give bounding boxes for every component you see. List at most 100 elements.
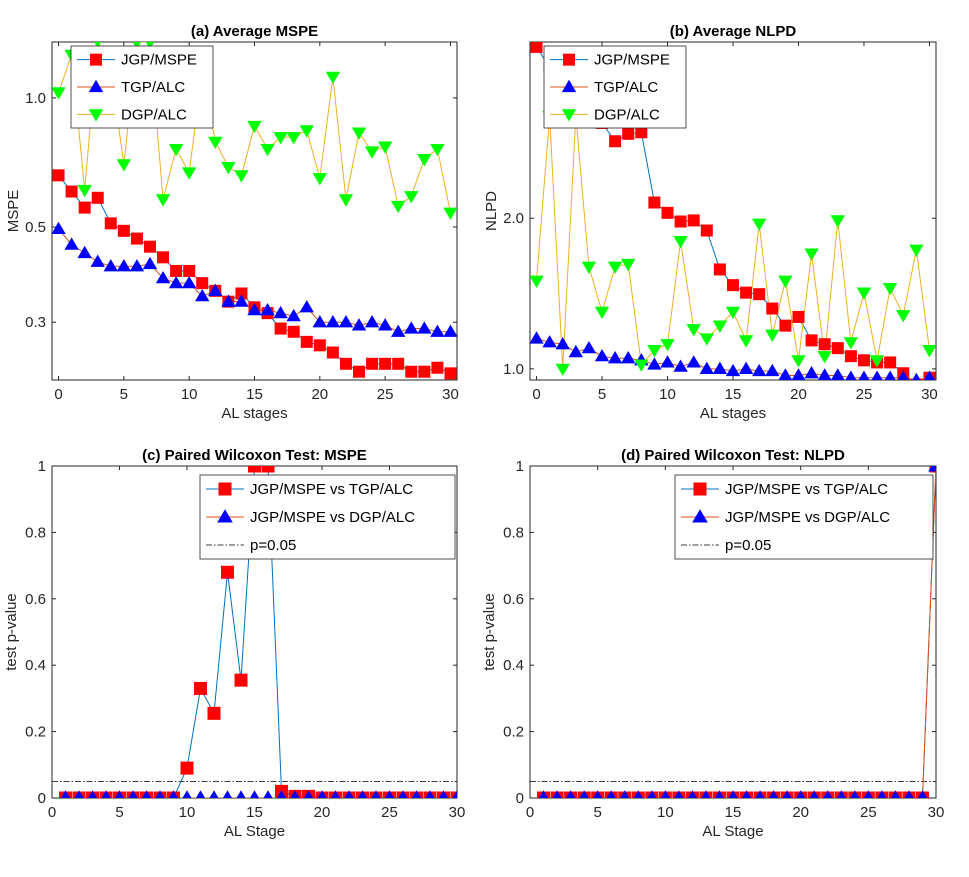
data-point [263,790,273,798]
x-tick-label: 15 [725,386,742,403]
x-tick-label: 0 [48,804,56,821]
data-point [431,361,444,374]
data-point [687,790,697,798]
data-point [299,125,314,138]
data-point [712,320,728,333]
data-point [699,361,715,374]
data-point [741,790,752,798]
data-point [103,259,118,272]
x-tick-label: 5 [120,386,128,403]
data-point [555,337,570,350]
data-point [647,345,662,358]
x-tick-label: 15 [246,386,263,403]
legend-marker [217,509,233,523]
data-point [60,790,71,798]
legend-marker [88,79,104,93]
data-point [129,259,145,272]
data-point [712,361,728,374]
y-tick-label: 1 [38,458,46,475]
x-tick-label: 10 [657,804,674,821]
data-point [804,248,819,261]
data-point [751,218,767,231]
data-point [751,363,767,377]
legend-marker [563,53,575,66]
data-point [660,355,675,368]
y-tick-label: 0.3 [25,314,46,331]
legend-label: TGP/ALC [594,79,658,96]
data-point [430,143,445,157]
data-point [909,244,924,257]
data-point [157,251,170,264]
data-point [633,790,643,798]
data-point [425,790,435,798]
data-point [234,673,248,687]
data-point [634,359,649,372]
data-point [405,365,418,378]
data-point [755,790,765,798]
x-axis-label: AL Stage [224,823,285,840]
data-point [65,185,78,198]
data-point [568,344,584,358]
data-point [234,294,249,307]
data-point [384,790,395,798]
data-point [818,338,831,351]
data-point [260,302,275,316]
data-point [74,790,84,798]
y-tick-label: 0.4 [503,657,524,674]
data-point [620,790,630,798]
data-point [443,207,457,220]
y-tick-label: 1 [516,458,524,475]
data-point [155,194,171,207]
data-point [923,370,935,380]
chart-b: 0 5 10 15 20 25 30 1.0 2.0 (b) Average NLPD AL sta… [483,23,938,422]
data-point [417,321,432,334]
data-point [180,761,194,775]
legend-label: JGP/MSPE [594,52,670,69]
chart-title: (a) Average MSPE [191,23,318,40]
data-point [621,351,636,364]
data-point [566,790,576,798]
data-point [700,224,713,237]
x-tick-label: 5 [593,804,601,821]
data-point [52,169,65,182]
y-tick-label: 2.0 [503,210,524,227]
data-point [713,263,726,276]
y-axis-label: test p-value [3,593,20,671]
plot-content [52,42,457,380]
legend: JGP/MSPE vs TGP/ALC JGP/MSPE vs DGP/ALC p=… [199,474,456,560]
data-point [673,359,688,372]
data-point [896,310,911,323]
data-point [77,245,92,259]
x-tick-label: 20 [792,804,809,821]
y-tick-label: 0.2 [503,724,524,741]
legend-marker [693,482,707,496]
data-point [377,141,393,154]
data-point [338,194,354,207]
data-point [765,329,780,342]
data-point [317,790,327,798]
data-point [753,288,766,301]
data-point [438,790,449,798]
x-tick-label: 25 [860,804,877,821]
data-point [260,143,275,157]
data-point [701,790,711,798]
data-point [884,370,896,380]
data-point [235,287,248,300]
x-tick-label: 30 [928,804,945,821]
data-point [94,42,102,48]
data-point [300,335,313,348]
data-point [128,790,138,798]
data-point [351,127,367,140]
chart-d: 0 5 10 15 20 25 30 0 0.2 0.4 0.6 0.8 1 (d) Paired Wil… [481,447,944,840]
data-point [792,310,805,323]
y-tick-label: 0.5 [25,219,46,236]
legend-label: JGP/MSPE vs DGP/ALC [250,509,415,526]
data-point [195,288,210,302]
x-tick-label: 30 [449,804,466,821]
data-point [104,217,117,230]
data-point [379,357,392,370]
data-point [877,790,887,798]
data-point [796,790,806,798]
x-tick-label: 25 [856,386,873,403]
data-point [647,357,662,370]
